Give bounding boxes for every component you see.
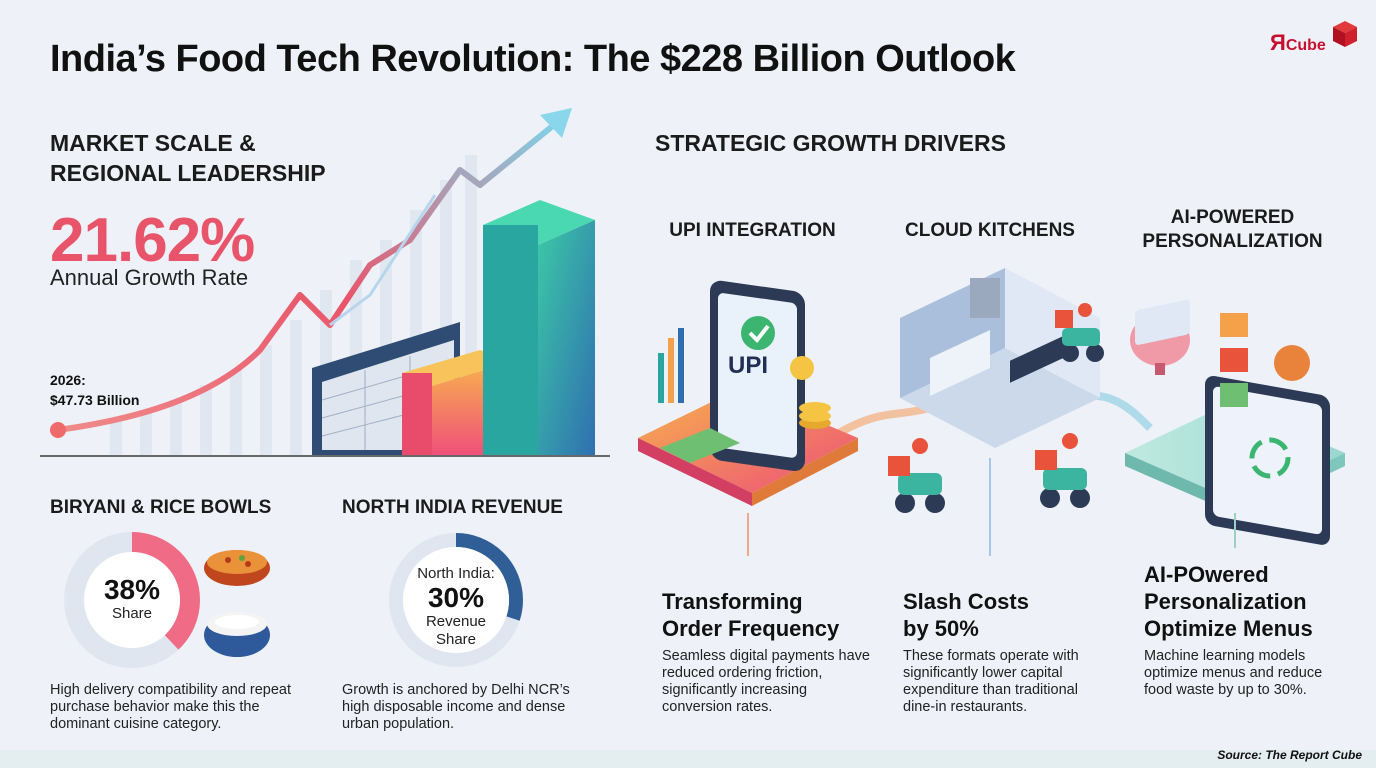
drivers-heading: STRATEGIC GROWTH DRIVERS	[655, 130, 1006, 156]
driver-title-upi: Transforming Order Frequency	[662, 589, 840, 641]
biryani-description: High delivery compatibility and repeat p…	[50, 682, 291, 732]
driver-label-cloud-kitchens: CLOUD KITCHENS	[905, 220, 1075, 241]
biryani-share-value: 38%	[103, 574, 161, 605]
page-title: India’s Food Tech Revolution: The $228 B…	[50, 38, 1016, 80]
biryani-heading: BIRYANI & RICE BOWLS	[50, 497, 272, 518]
growth-label: Annual Growth Rate	[50, 265, 249, 290]
driver-desc-upi: Seamless digital payments have reduced o…	[662, 648, 870, 715]
north-india-share-value: 30%	[427, 582, 485, 613]
growth-rate: 21.62%	[50, 206, 255, 275]
footer-band	[0, 750, 1376, 768]
year-value: $47.73 Billion	[50, 392, 140, 408]
logo-text: Cube	[1285, 37, 1326, 54]
food-bowls-icon	[204, 550, 270, 657]
upi-illustration-text: UPI	[728, 352, 768, 379]
delivery-scooter-icon-2	[888, 438, 945, 513]
driver-desc-ai: Machine learning models optimize menus a…	[1144, 648, 1323, 698]
source-credit: Source: The Report Cube	[1217, 748, 1362, 762]
north-india-heading: NORTH INDIA REVENUE	[342, 497, 563, 518]
driver-desc-cloud: These formats operate with significantly…	[903, 648, 1079, 715]
north-india-donut	[389, 533, 523, 667]
biryani-share-label: Share	[111, 605, 153, 622]
driver-label-ai: AI-POWERED PERSONALIZATION	[1142, 207, 1323, 252]
brand-logo: ЯCube	[1270, 20, 1360, 60]
drivers-illustration: UPI	[638, 268, 1345, 556]
market-heading: MARKET SCALE & REGIONAL LEADERSHIP	[50, 130, 326, 186]
year-callout: 2026: $47.73 Billion	[50, 370, 139, 410]
north-india-pre-label: North India:	[417, 565, 495, 582]
cube-icon	[1333, 21, 1357, 47]
year-label: 2026:	[50, 372, 86, 388]
driver-title-ai: AI-POwered Personalization Optimize Menu…	[1144, 562, 1313, 641]
north-india-share-label: Revenue Share	[425, 613, 487, 648]
logo-mark: Я	[1270, 30, 1286, 55]
delivery-scooter-icon	[1055, 303, 1104, 362]
driver-title-cloud: Slash Costs by 50%	[903, 589, 1029, 641]
phone-icon: UPI	[710, 280, 805, 472]
recycle-icon	[1249, 437, 1291, 479]
driver-label-upi: UPI INTEGRATION	[669, 220, 836, 241]
growth-chart-illustration	[40, 108, 610, 457]
delivery-scooter-icon-3	[1035, 433, 1090, 508]
north-india-description: Growth is anchored by Delhi NCR’s high d…	[342, 682, 570, 732]
biryani-donut	[64, 532, 200, 668]
